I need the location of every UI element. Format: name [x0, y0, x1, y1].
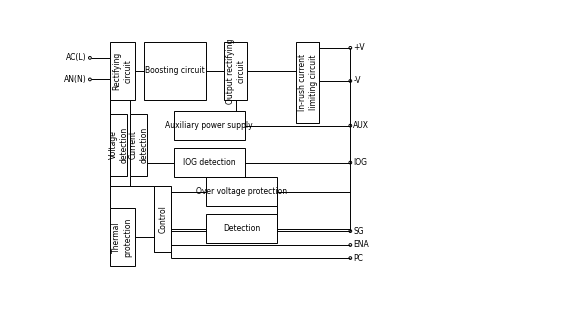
Text: +V: +V — [353, 43, 365, 52]
Bar — [206, 177, 278, 206]
Text: SG: SG — [353, 226, 364, 236]
Text: Over voltage protection: Over voltage protection — [196, 187, 287, 196]
Bar — [130, 114, 147, 176]
Bar — [174, 148, 245, 177]
Bar — [206, 214, 278, 243]
Text: Detection: Detection — [223, 224, 261, 233]
Text: ENA: ENA — [353, 240, 369, 249]
Text: -V: -V — [353, 76, 361, 86]
Bar — [110, 208, 135, 266]
Text: In-rush current
limiting circuit: In-rush current limiting circuit — [298, 53, 318, 111]
Text: Auxiliary power supply: Auxiliary power supply — [166, 121, 253, 130]
Text: PC: PC — [353, 254, 363, 263]
Text: AUX: AUX — [353, 121, 369, 130]
Bar — [110, 114, 127, 176]
Text: Current
detection: Current detection — [129, 127, 149, 163]
Bar — [296, 42, 319, 123]
Text: Rectifying
circuit: Rectifying circuit — [113, 52, 132, 90]
Text: IOG detection: IOG detection — [183, 158, 236, 167]
Text: Thermal
protection: Thermal protection — [113, 217, 132, 256]
Bar — [154, 186, 171, 252]
Text: AC(L): AC(L) — [65, 53, 86, 62]
Bar — [110, 42, 135, 100]
Text: Boosting circuit: Boosting circuit — [145, 66, 205, 75]
Bar — [224, 42, 247, 100]
Text: AN(N): AN(N) — [64, 75, 86, 84]
Text: Voltage
detection: Voltage detection — [108, 127, 129, 163]
Bar — [174, 111, 245, 140]
Bar — [144, 42, 206, 100]
Text: Control: Control — [158, 205, 167, 233]
Text: Output rectifying
circuit: Output rectifying circuit — [226, 38, 245, 104]
Text: IOG: IOG — [353, 158, 367, 167]
